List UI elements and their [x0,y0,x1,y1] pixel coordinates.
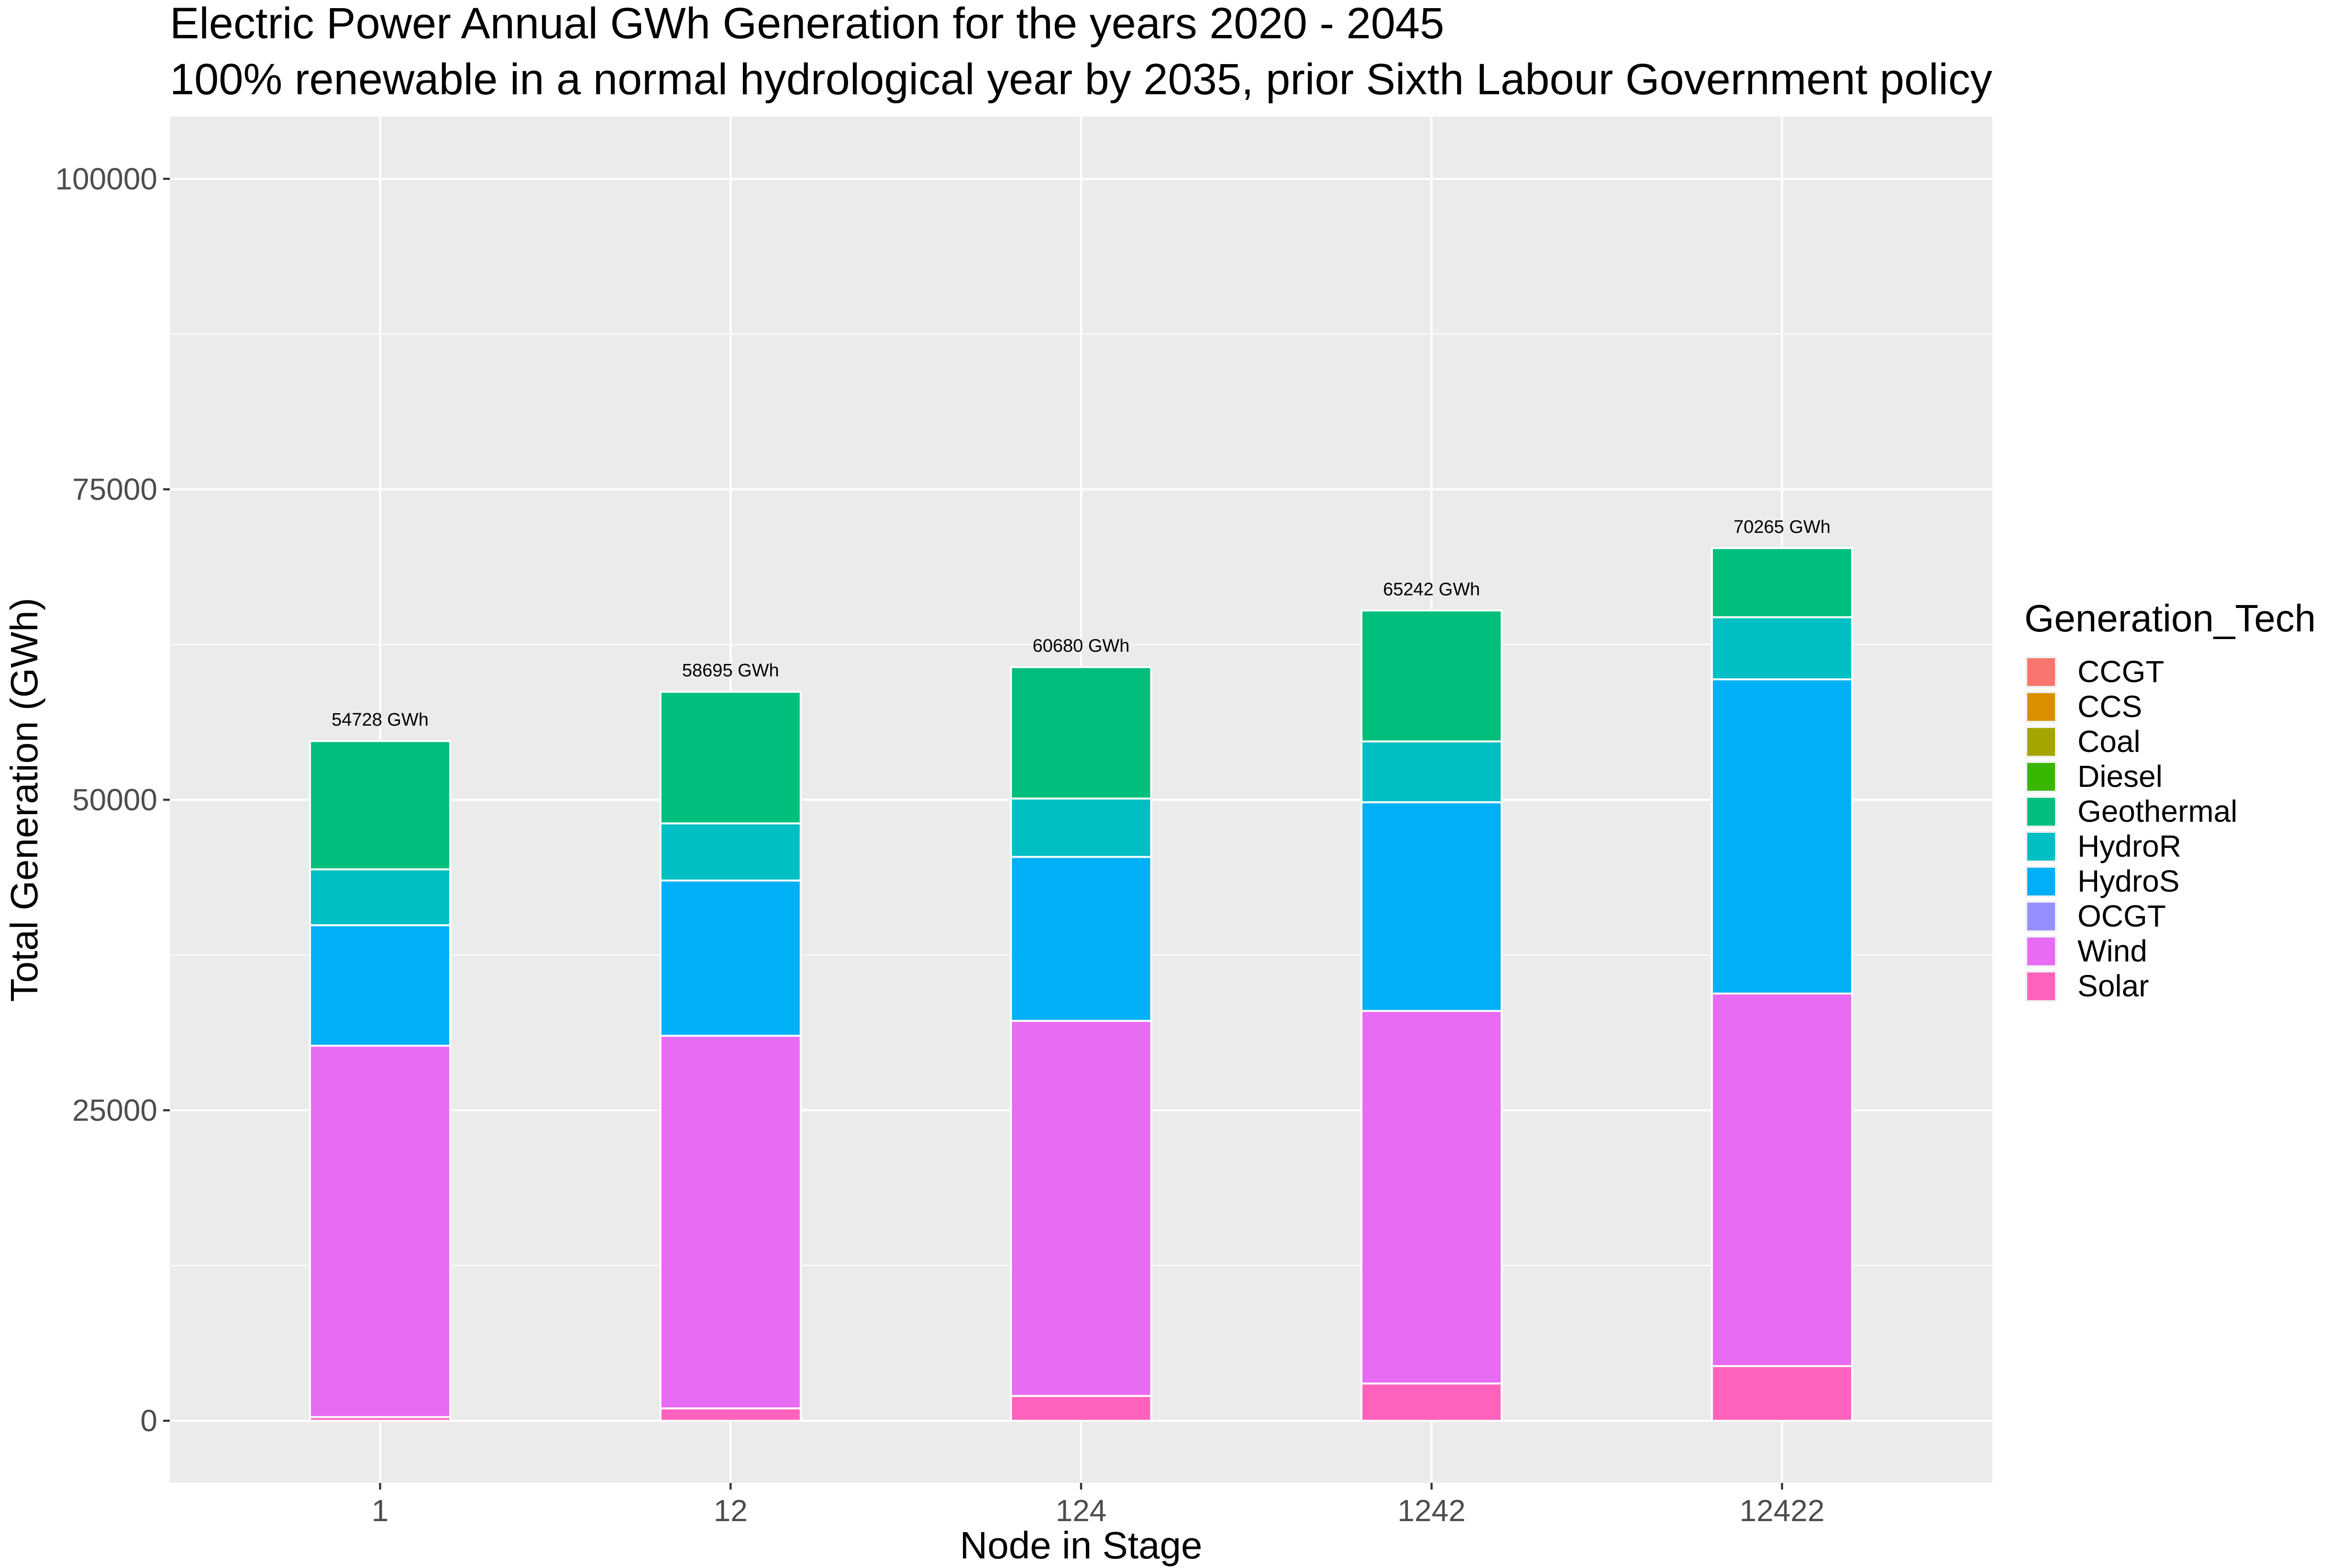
legend-swatch-solar [2027,972,2055,1000]
x-axis-title: Node in Stage [960,1524,1202,1567]
x-tick-label: 1 [372,1493,389,1528]
legend-label-ccgt: CCGT [2077,654,2164,689]
legend-label-ocgt: OCGT [2077,899,2166,933]
legend-label-ccs: CCS [2077,689,2142,724]
legend-swatch-hydror [2027,833,2055,861]
x-tick-label: 12 [714,1493,748,1528]
bar-segment-solar-1242 [1360,1382,1503,1422]
x-tick-label: 1242 [1398,1493,1466,1528]
y-tick-label: 50000 [72,783,157,817]
bar-segment-hydros-1242 [1360,801,1503,1012]
legend-swatch-geothermal [2027,798,2055,826]
bar-segment-hydror-12 [659,822,802,882]
bar-segment-hydros-12 [659,879,802,1037]
legend-items: CCGTCCSCoalDieselGeothermalHydroRHydroSO… [2025,654,2237,1003]
legend-swatch-ocgt [2027,903,2055,930]
bar-segment-wind-12422 [1711,993,1853,1367]
x-axis: 1 12 124 1242 12422 [372,1483,1824,1528]
legend-label-diesel: Diesel [2077,759,2163,794]
chart-subtitle: 100% renewable in a normal hydrological … [170,55,1992,104]
x-tick-label: 12422 [1739,1493,1824,1528]
y-axis: 0 25000 50000 75000 100000 [55,162,170,1438]
bar-segment-hydros-124 [1010,856,1152,1022]
total-label: 65242 GWh [1383,579,1480,599]
total-label: 54728 GWh [331,710,429,730]
legend-label-wind: Wind [2077,934,2147,968]
total-labels: 54728 GWh 58695 GWh 60680 GWh 65242 GWh 7026… [331,517,1831,730]
bar-segment-solar-124 [1010,1395,1152,1422]
total-label: 58695 GWh [682,661,779,681]
bar-segment-geothermal-1242 [1360,609,1503,742]
bar-segment-hydror-12422 [1711,616,1853,681]
chart-title: Electric Power Annual GWh Generation for… [170,0,1444,48]
bar-segment-solar-12422 [1711,1365,1853,1422]
legend-swatch-ccs [2027,693,2055,721]
legend-label-hydror: HydroR [2077,829,2181,863]
legend-title: Generation_Tech [2024,597,2316,640]
bar-segment-geothermal-12422 [1711,547,1853,618]
bar-segment-hydros-12422 [1711,678,1853,995]
total-label: 70265 GWh [1734,517,1831,537]
legend-label-hydros: HydroS [2077,864,2179,898]
x-tick-label: 124 [1056,1493,1107,1528]
bar-segment-hydror-124 [1010,797,1152,858]
bar-segment-wind-12 [659,1035,802,1410]
y-tick-label: 25000 [72,1093,157,1127]
bar-segment-hydros-1 [309,924,452,1047]
legend-swatch-diesel [2027,763,2055,791]
bar-segment-geothermal-12 [659,691,802,825]
bar-segment-solar-12 [659,1407,802,1422]
legend-swatch-coal [2027,728,2055,756]
legend-swatch-hydros [2027,868,2055,895]
bar-segment-geothermal-124 [1010,666,1152,800]
legend-label-solar: Solar [2077,969,2149,1003]
y-tick-label: 0 [140,1403,157,1438]
y-tick-label: 75000 [72,472,157,507]
legend-label-geothermal: Geothermal [2077,794,2237,828]
bar-segment-wind-1242 [1360,1010,1503,1385]
bars [309,547,1853,1422]
bar-segment-wind-124 [1010,1020,1152,1397]
legend: Generation_Tech CCGTCCSCoalDieselGeother… [2024,597,2316,1003]
legend-label-coal: Coal [2077,724,2141,759]
bar-segment-hydror-1242 [1360,740,1503,804]
y-axis-title: Total Generation (GWh) [3,598,45,1002]
y-tick-label: 100000 [55,162,157,196]
legend-swatch-ccgt [2027,658,2055,686]
bar-segment-geothermal-1 [309,740,452,871]
bar-segment-hydror-1 [309,868,452,927]
bar-segment-wind-1 [309,1045,452,1418]
total-label: 60680 GWh [1033,636,1130,656]
legend-swatch-wind [2027,938,2055,965]
